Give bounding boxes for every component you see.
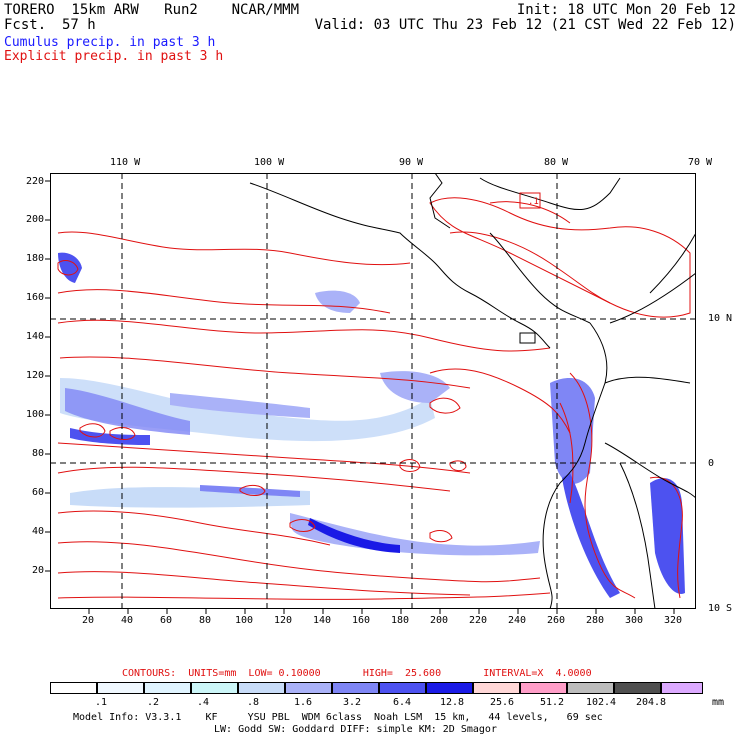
model-title: TORERO 15km ARW Run2 NCAR/MMM bbox=[4, 2, 300, 18]
colorbar-label: .2 bbox=[146, 697, 160, 708]
coastlines bbox=[249, 173, 696, 609]
y-axis-label: 80 bbox=[32, 448, 45, 459]
lon-label-100w: 100 W bbox=[254, 157, 285, 168]
colorbar-bin bbox=[614, 682, 661, 694]
colorbar-label: 51.2 bbox=[539, 697, 565, 708]
colorbar-label: 204.8 bbox=[635, 697, 667, 708]
colorbar-bin bbox=[50, 682, 97, 694]
colorbar-bin bbox=[332, 682, 379, 694]
x-axis-label: 320 bbox=[664, 615, 683, 626]
model-info-line2: LW: Godd SW: Goddard DIFF: simple KM: 2D… bbox=[214, 724, 497, 735]
latlon-grid bbox=[50, 173, 696, 609]
x-axis-label: 180 bbox=[391, 615, 410, 626]
lon-label-110w: 110 W bbox=[110, 157, 141, 168]
colorbar-unit: mm bbox=[712, 697, 725, 708]
colorbar-bin bbox=[144, 682, 191, 694]
valid-time: Valid: 03 UTC Thu 23 Feb 12 (21 CST Wed … bbox=[314, 17, 736, 33]
forecast-hour: 57 h bbox=[62, 17, 96, 33]
x-axis-label: 40 bbox=[121, 615, 134, 626]
contour-max-label: .1 bbox=[528, 197, 539, 207]
y-axis-label: 160 bbox=[26, 292, 45, 303]
cumulus-precip-shading bbox=[58, 252, 685, 598]
x-axis-label: 300 bbox=[625, 615, 644, 626]
x-axis-label: 200 bbox=[430, 615, 449, 626]
x-axis-label: 120 bbox=[274, 615, 293, 626]
colorbar-label: 25.6 bbox=[489, 697, 515, 708]
x-axis-label: 280 bbox=[586, 615, 605, 626]
x-axis-label: 260 bbox=[547, 615, 566, 626]
x-axis-label: 60 bbox=[160, 615, 173, 626]
colorbar-bin bbox=[97, 682, 144, 694]
lat-label-10s: 10 S bbox=[708, 603, 733, 614]
y-axis-label: 60 bbox=[32, 487, 45, 498]
lon-label-80w: 80 W bbox=[544, 157, 569, 168]
forecast-label: Fcst. bbox=[4, 17, 47, 33]
explicit-precip-contours bbox=[57, 197, 691, 600]
x-axis-label: 100 bbox=[235, 615, 254, 626]
y-axis-label: 220 bbox=[26, 176, 45, 187]
colorbar-label: 3.2 bbox=[342, 697, 362, 708]
y-axis-label: 140 bbox=[26, 331, 45, 342]
x-axis-label: 160 bbox=[352, 615, 371, 626]
lon-label-90w: 90 W bbox=[399, 157, 424, 168]
x-axis-label: 220 bbox=[469, 615, 488, 626]
init-time: Init: 18 UTC Mon 20 Feb 12 bbox=[516, 2, 736, 18]
x-axis-label: 80 bbox=[199, 615, 212, 626]
colorbar-bin bbox=[661, 682, 703, 694]
colorbar-label: .1 bbox=[94, 697, 108, 708]
colorbar-bin bbox=[238, 682, 285, 694]
explicit-precip-title: Explicit precip. in past 3 h bbox=[4, 49, 224, 64]
y-axis-label: 180 bbox=[26, 253, 45, 264]
lat-label-0: 0 bbox=[708, 458, 715, 469]
colorbar-label: 6.4 bbox=[392, 697, 412, 708]
y-axis-label: 40 bbox=[32, 526, 45, 537]
colorbar-label: .4 bbox=[196, 697, 210, 708]
colorbar-bin bbox=[285, 682, 332, 694]
y-axis-label: 100 bbox=[26, 409, 45, 420]
model-info-line1: Model Info: V3.3.1 KF YSU PBL WDM 6class… bbox=[73, 712, 603, 723]
colorbar-label: 102.4 bbox=[585, 697, 617, 708]
contours-info: CONTOURS: UNITS=mm LOW= 0.10000 HIGH= 25… bbox=[122, 668, 592, 679]
colorbar-label: 12.8 bbox=[439, 697, 465, 708]
lat-label-10n: 10 N bbox=[708, 313, 733, 324]
y-axis-label: 20 bbox=[32, 565, 45, 576]
precip-map: .1 bbox=[50, 173, 696, 609]
y-axis-label: 200 bbox=[26, 214, 45, 225]
colorbar-bin bbox=[191, 682, 238, 694]
x-axis-label: 140 bbox=[313, 615, 332, 626]
colorbar-bin bbox=[520, 682, 567, 694]
map-border bbox=[50, 173, 696, 609]
colorbar-label: .8 bbox=[246, 697, 260, 708]
colorbar-label: 1.6 bbox=[293, 697, 313, 708]
lon-label-70w: 70 W bbox=[688, 157, 713, 168]
colorbar-bin bbox=[567, 682, 614, 694]
cumulus-precip-title: Cumulus precip. in past 3 h bbox=[4, 35, 216, 50]
colorbar-bin bbox=[426, 682, 473, 694]
colorbar-bin bbox=[473, 682, 520, 694]
x-axis-label: 240 bbox=[508, 615, 527, 626]
y-axis-label: 120 bbox=[26, 370, 45, 381]
x-axis-label: 20 bbox=[82, 615, 95, 626]
colorbar-bin bbox=[379, 682, 426, 694]
